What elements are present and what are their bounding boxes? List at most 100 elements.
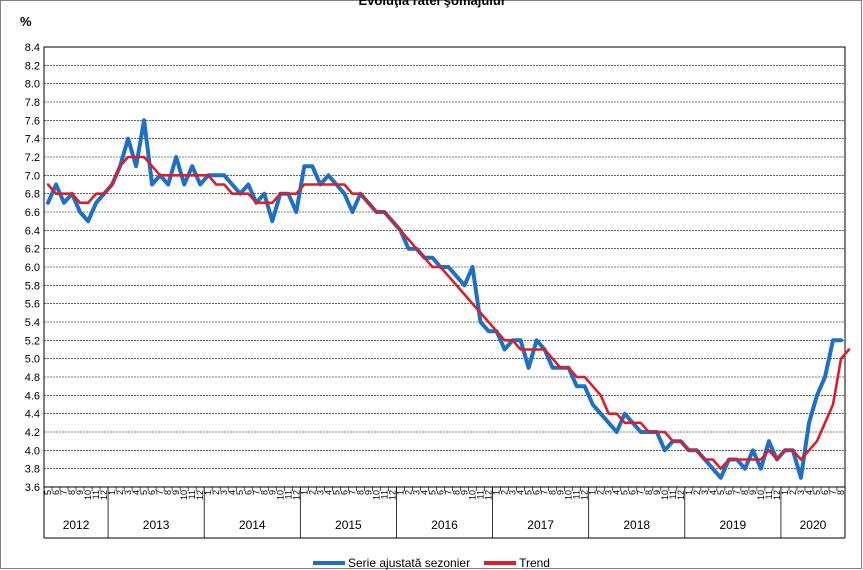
y-tick-label: 6.2 [25,244,40,256]
y-tick-label: 6.8 [25,189,40,201]
year-label: 2013 [143,518,170,532]
month-tick-label: 2 [115,490,125,495]
month-tick-label: 5 [812,490,822,495]
month-tick-label: 12 [195,490,205,500]
month-tick-label: 3 [123,490,133,495]
y-tick-label: 4.0 [25,445,40,457]
month-tick-label: 4 [323,490,333,495]
month-tick-label: 7 [347,490,357,495]
gridlines [44,46,845,469]
month-tick-label: 6 [724,490,734,495]
month-tick-label: 10 [371,490,381,500]
month-tick-label: 6 [147,490,157,495]
y-tick-label: 7.4 [25,134,40,146]
month-tick-label: 12 [580,490,590,500]
month-tick-label: 3 [315,490,325,495]
month-tick-label: 4 [516,490,526,495]
y-tick-label: 4.8 [25,372,40,384]
month-tick-label: 2 [307,490,317,495]
month-tick-label: 11 [476,490,486,499]
month-tick-label: 7 [732,490,742,495]
month-tick-label: 11 [379,490,389,499]
month-tick-label: 8 [548,490,558,495]
month-tick-label: 7 [636,490,646,495]
y-tick-label: 3.6 [25,482,40,494]
y-tick-label: 7.8 [25,97,40,109]
month-tick-label: 1 [395,490,405,495]
month-tick-label: 9 [75,490,85,495]
y-tick-label: 4.6 [25,390,40,402]
month-tick-label: 1 [588,490,598,495]
month-tick-label: 9 [652,490,662,495]
month-tick-label: 3 [411,490,421,495]
month-tick-label: 9 [171,490,181,495]
month-tick-label: 9 [556,490,566,495]
month-tick-label: 5 [43,490,53,495]
year-label: 2019 [720,518,747,532]
month-tick-label: 2 [403,490,413,495]
month-tick-label: 1 [203,490,213,495]
month-tick-label: 5 [716,490,726,495]
y-tick-label: 5.6 [25,299,40,311]
series-line-trend [46,155,851,471]
y-tick-label: 7.0 [25,170,40,182]
y-tick-label: 6.4 [25,225,40,237]
y-tick-label: 4.4 [25,409,40,421]
month-tick-label: 6 [628,490,638,495]
y-tick-label: 5.8 [25,280,40,292]
legend-label-trend: Trend [519,556,550,570]
month-tick-label: 7 [444,490,454,495]
month-tick-label: 6 [243,490,253,495]
month-tick-label: 3 [796,490,806,495]
month-tick-label: 10 [275,490,285,500]
month-tick-label: 4 [419,490,429,495]
legend-swatch-red [484,561,517,565]
month-tick-label: 8 [452,490,462,495]
month-tick-label: 2 [788,490,798,495]
month-tick-label: 1 [492,490,502,495]
month-tick-label: 2 [211,490,221,495]
y-tick-label: 3.8 [25,464,40,476]
chart-title: Evoluţia ratei şomajului [358,0,505,8]
month-tick-label: 10 [564,490,574,500]
month-tick-label: 6 [820,490,830,495]
month-tick-label: 8 [67,490,77,495]
month-tick-label: 2 [500,490,510,495]
month-tick-label: 6 [339,490,349,495]
month-tick-label: 8 [644,490,654,495]
month-tick-label: 8 [740,490,750,495]
y-tick-label: 5.4 [25,317,40,329]
month-tick-label: 7 [59,490,69,495]
month-tick-label: 4 [131,490,141,495]
y-tick-label: 6.0 [25,262,40,274]
y-tick-label: 4.2 [25,427,40,439]
month-tick-label: 12 [291,490,301,500]
month-tick-label: 1 [684,490,694,495]
year-label: 2020 [800,518,827,532]
month-tick-label: 10 [756,490,766,500]
month-tick-label: 9 [267,490,277,495]
y-tick-label: 7.6 [25,115,40,127]
month-tick-label: 10 [83,490,93,500]
legend-label-seasonally-adjusted: Serie ajustată sezonier [348,556,471,570]
y-tick-label: 7.2 [25,152,40,164]
chart-legend: Serie ajustată sezonier Trend [0,556,863,570]
month-tick-label: 11 [91,490,101,499]
y-tick-label: 8.4 [25,42,40,54]
month-tick-label: 12 [676,490,686,500]
month-tick-label: 11 [187,490,197,499]
y-tick-label: 6.6 [25,207,40,219]
month-tick-label: 5 [620,490,630,495]
month-tick-label: 2 [596,490,606,495]
y-tick-label: 5.0 [25,354,40,366]
month-tick-label: 6 [532,490,542,495]
month-tick-label: 3 [700,490,710,495]
month-tick-label: 5 [524,490,534,495]
month-tick-label: 4 [804,490,814,495]
series-line-seasonally-adjusted [46,118,843,480]
year-label: 2018 [623,518,650,532]
year-label: 2014 [239,518,266,532]
month-tick-label: 4 [227,490,237,495]
y-tick-label: 5.2 [25,335,40,347]
